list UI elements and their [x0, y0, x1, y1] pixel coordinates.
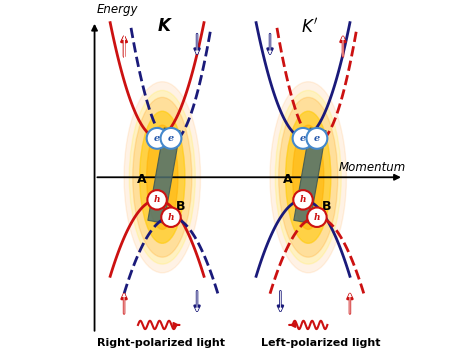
Text: Left-polarized light: Left-polarized light [261, 338, 380, 348]
Ellipse shape [133, 97, 192, 257]
Circle shape [147, 190, 167, 210]
Text: B: B [176, 200, 185, 213]
Ellipse shape [279, 97, 338, 257]
Ellipse shape [140, 111, 185, 243]
Text: Momentum: Momentum [338, 161, 406, 174]
Text: A: A [137, 172, 146, 186]
Ellipse shape [286, 111, 331, 243]
Circle shape [292, 128, 313, 149]
Ellipse shape [270, 82, 346, 273]
Ellipse shape [275, 91, 341, 264]
Text: h: h [168, 213, 174, 222]
Circle shape [161, 128, 182, 149]
Circle shape [307, 207, 327, 227]
Text: e: e [168, 134, 174, 143]
Polygon shape [148, 128, 180, 223]
Circle shape [307, 128, 328, 149]
Text: e: e [300, 134, 306, 143]
Text: A: A [283, 172, 292, 186]
Ellipse shape [286, 111, 331, 243]
Ellipse shape [146, 125, 178, 230]
Ellipse shape [124, 82, 201, 273]
Text: Right-polarized light: Right-polarized light [97, 338, 225, 348]
Text: B: B [322, 200, 331, 213]
Text: h: h [154, 196, 160, 204]
Text: $K'$: $K'$ [301, 18, 319, 37]
Circle shape [161, 207, 181, 227]
Text: Energy: Energy [96, 3, 138, 16]
Ellipse shape [129, 91, 195, 264]
Circle shape [293, 190, 313, 210]
Text: e: e [314, 134, 320, 143]
Polygon shape [294, 128, 326, 223]
Text: h: h [300, 196, 306, 204]
Ellipse shape [292, 125, 324, 230]
Text: h: h [314, 213, 320, 222]
Text: e: e [154, 134, 160, 143]
Ellipse shape [140, 111, 185, 243]
Text: K: K [157, 18, 171, 35]
Circle shape [146, 128, 167, 149]
